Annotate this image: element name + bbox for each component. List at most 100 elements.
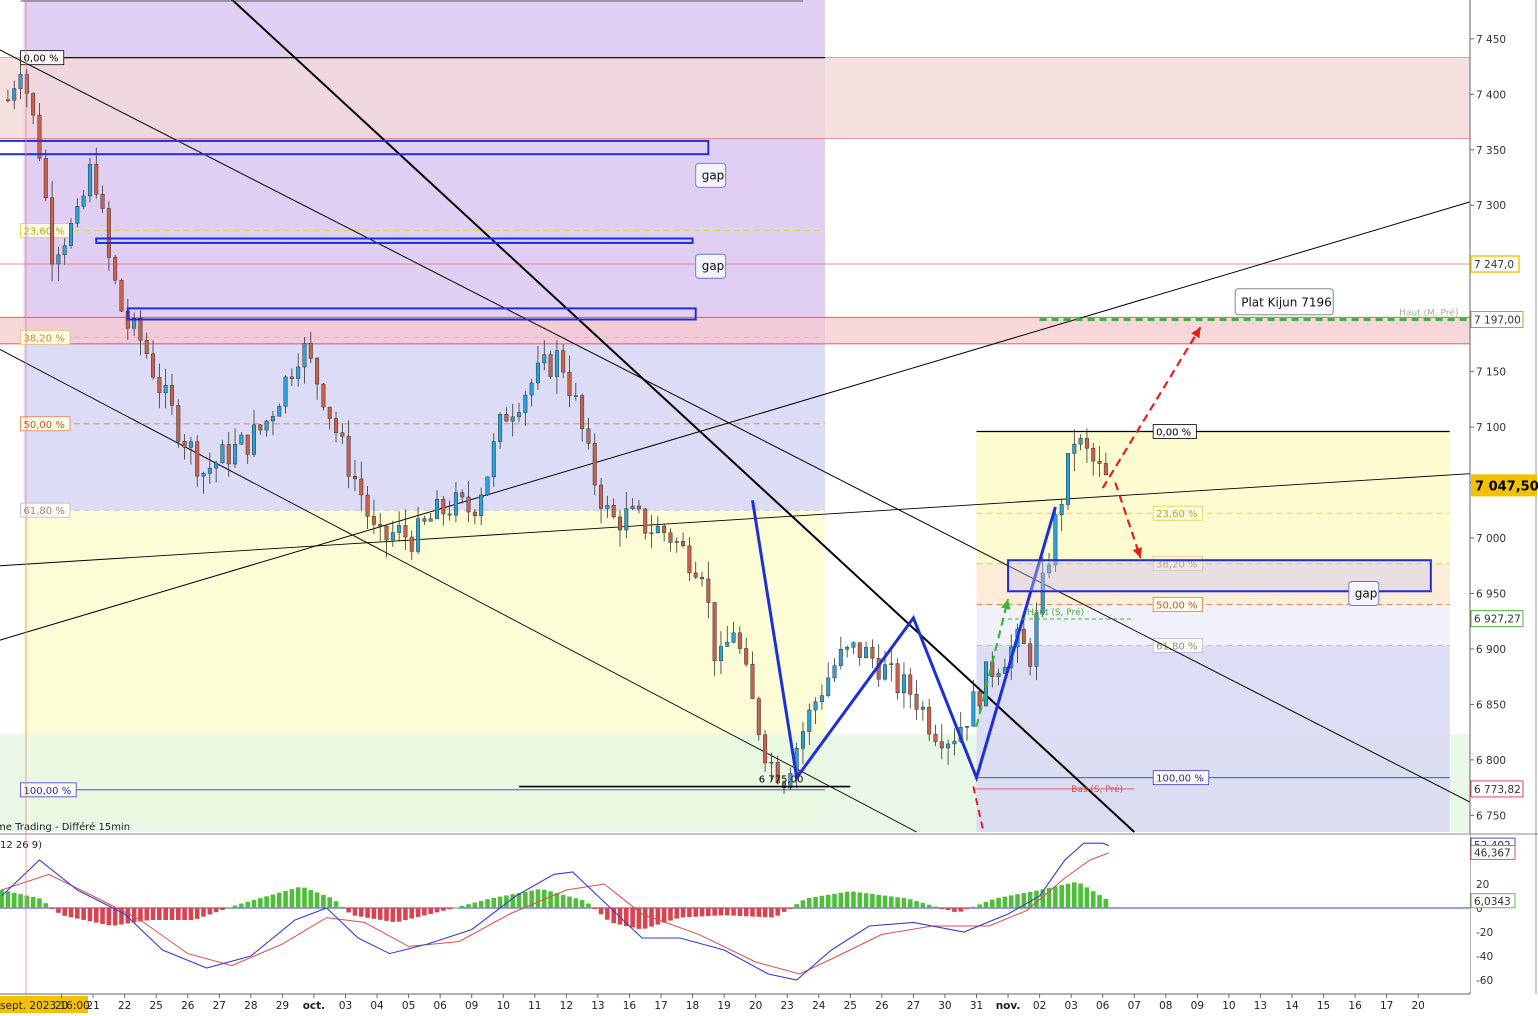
macd-bar-down — [441, 908, 446, 911]
candle-down — [782, 782, 787, 789]
macd-bar-down — [939, 908, 945, 909]
macd-bar-up — [914, 901, 919, 908]
candle-up — [69, 223, 74, 246]
price-badge — [1470, 610, 1524, 628]
candle-down — [169, 385, 174, 406]
macd-bar-up — [1084, 887, 1090, 908]
candle-up — [630, 505, 635, 509]
candle-up — [901, 674, 906, 694]
macd-bar-up — [43, 903, 49, 908]
candle-up — [188, 441, 193, 448]
candle-down — [371, 516, 376, 525]
macd-bar-down — [945, 908, 951, 911]
fib-level-label: 61,80 % — [24, 506, 65, 517]
x-tick-label: 31 — [970, 1000, 983, 1012]
candle-down — [321, 383, 326, 408]
y-tick-label: 7 300 — [1476, 200, 1506, 212]
projection-arrow-green-head — [1001, 599, 1011, 610]
x-tick-label: 13 — [591, 1000, 604, 1012]
kijun-label-box — [1234, 288, 1334, 316]
low-label: 6 775,00 — [759, 775, 804, 786]
x-tick-label: 17 — [654, 1000, 667, 1012]
candle-down — [908, 674, 913, 695]
fibonacci-left: 0,00 % 23,60 % 38,20 % 50,00 % 61,80 % 100,00… — [20, 50, 826, 798]
candle-up — [826, 677, 831, 696]
macd-bar-down — [964, 908, 970, 910]
candle-up — [769, 761, 774, 764]
y-tick-label: 7 350 — [1476, 145, 1506, 157]
macd-bar-down — [81, 908, 86, 920]
candle-up — [1040, 572, 1045, 614]
macd-bar-up — [5, 891, 11, 908]
macd-bar-up — [1021, 893, 1027, 908]
macd-bar-up — [983, 902, 989, 908]
macd-badge-label: 46,367 — [1474, 847, 1511, 859]
candle-up — [718, 646, 723, 661]
macd-bar-up — [586, 903, 591, 908]
candle-up — [498, 414, 503, 442]
candle-up — [75, 206, 80, 224]
macd-bar-up — [825, 894, 831, 908]
x-tick-label: 12 — [560, 1000, 573, 1012]
candle-down — [662, 525, 667, 533]
candle-down — [693, 572, 698, 578]
candle-down — [100, 194, 105, 209]
macd-bar-up — [996, 897, 1001, 908]
macd-bar-up — [806, 897, 812, 908]
candle-down — [340, 432, 345, 437]
x-tick-label: 27 — [213, 1000, 226, 1012]
y-tick-label: 7 450 — [1476, 34, 1506, 46]
candle-down — [700, 576, 705, 580]
macd-bar-down — [769, 908, 774, 918]
bas-s-label: Bas (S, Pré) — [1071, 784, 1123, 795]
macd-bar-up — [920, 902, 926, 908]
candle-down — [258, 424, 263, 431]
x-tick-label: 14 — [1285, 1000, 1299, 1012]
macd-bar-up — [1059, 885, 1064, 908]
y-tick-label: 7 100 — [1476, 422, 1506, 434]
candle-down — [636, 505, 641, 510]
x-tick-label: 13 — [1254, 1000, 1267, 1012]
macd-bar-down — [642, 908, 648, 929]
fib-level-label: 0,00 % — [1156, 428, 1191, 439]
candle-down — [384, 525, 389, 541]
macd-bar-up — [523, 891, 528, 908]
candle-up — [813, 701, 818, 711]
macd-bar-down — [623, 908, 629, 926]
macd-bar-down — [693, 908, 699, 917]
candle-up — [479, 494, 484, 517]
fib-r-band — [976, 645, 1450, 832]
macd-badge-label: 6,0343 — [1474, 896, 1511, 908]
candle-down — [447, 513, 452, 516]
candles[interactable] — [5, 58, 1108, 794]
x-tick-label: 09 — [465, 1000, 478, 1012]
macd-bar-down — [49, 908, 55, 909]
macd-badge — [1470, 893, 1516, 909]
macd-bar-up — [289, 889, 295, 908]
candle-up — [573, 395, 578, 397]
w-pattern-line — [751, 500, 1057, 783]
x-tick-label: 26 — [875, 1000, 889, 1012]
macd-bar-up — [832, 893, 837, 908]
candle-up — [435, 499, 439, 519]
macd-bar-down — [775, 908, 781, 916]
macd-bar-up — [535, 889, 541, 908]
candle-up — [731, 632, 736, 643]
macd-bar-down — [447, 908, 452, 910]
macd-bar-down — [409, 908, 415, 919]
candle-down — [933, 733, 938, 742]
macd-bar-up — [1065, 883, 1071, 908]
candle-up — [416, 518, 421, 552]
candle-down — [365, 494, 370, 517]
candle-up — [1047, 564, 1052, 574]
trend-line — [0, 201, 1471, 641]
candle-up — [132, 318, 137, 329]
candle-down — [567, 371, 572, 397]
candle-down — [775, 761, 780, 784]
fib-r-band — [976, 431, 1450, 564]
haut-s-label: Haut (S, Pré) — [1027, 607, 1084, 618]
fib-level-label: 61,80 % — [1156, 641, 1197, 652]
macd-tick-label: 20 — [1476, 879, 1489, 891]
macd-bar-up — [1097, 895, 1102, 908]
